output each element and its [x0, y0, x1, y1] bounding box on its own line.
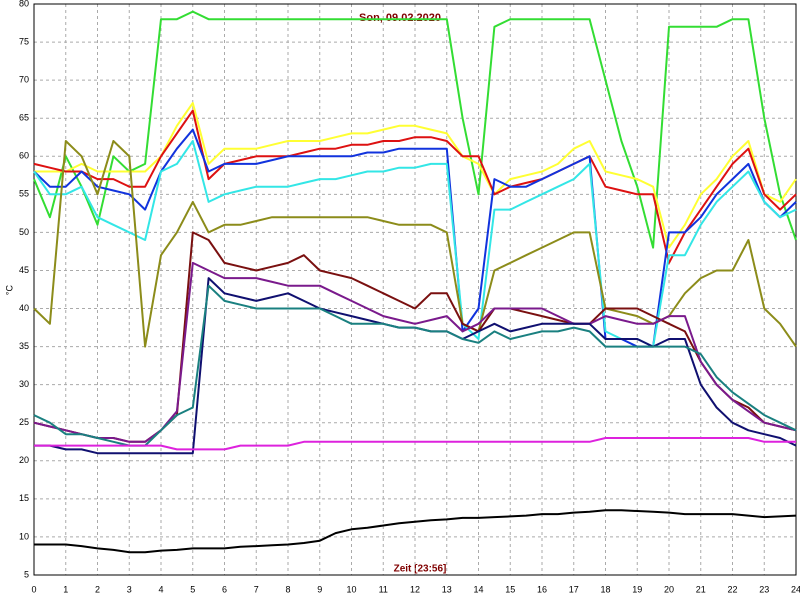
y-tick-label: 75 — [19, 36, 29, 46]
x-tick-label: 6 — [222, 584, 227, 594]
x-tick-label: 11 — [379, 584, 388, 594]
x-tick-label: 17 — [569, 584, 579, 594]
y-tick-label: 65 — [19, 113, 29, 123]
y-tick-label: 30 — [19, 379, 29, 389]
x-tick-label: 14 — [473, 584, 483, 594]
chart-title: Son, 09.02.2020 — [359, 12, 441, 24]
series-line — [34, 509, 797, 554]
x-tick-label: 9 — [317, 584, 322, 594]
x-tick-label: 2 — [95, 584, 100, 594]
x-tick-label: 3 — [127, 584, 132, 594]
y-axis-label: °C — [4, 284, 14, 295]
series-line — [33, 10, 797, 249]
x-tick-label: 24 — [791, 584, 800, 594]
series-line — [34, 437, 796, 451]
x-tick-label: 4 — [158, 584, 163, 594]
y-tick-label: 80 — [19, 0, 29, 8]
y-tick-label: 20 — [19, 455, 29, 465]
series-line — [33, 109, 797, 264]
x-tick-label: 8 — [285, 584, 290, 594]
y-tick-label: 25 — [19, 417, 29, 427]
y-tick-label: 35 — [19, 341, 29, 351]
x-tick-label: 23 — [759, 584, 769, 594]
series-line — [33, 284, 797, 447]
y-tick-label: 60 — [19, 151, 29, 161]
x-tick-label: 22 — [727, 584, 737, 594]
y-tick-label: 45 — [19, 265, 29, 275]
y-tick-label: 15 — [19, 493, 29, 503]
x-tick-label: 12 — [410, 584, 420, 594]
x-tick-label: 21 — [696, 584, 706, 594]
x-tick-label: 15 — [505, 584, 515, 594]
y-tick-label: 50 — [19, 227, 29, 237]
y-tick-label: 5 — [24, 569, 29, 579]
y-tick-label: 70 — [19, 75, 29, 85]
x-tick-label: 7 — [254, 584, 259, 594]
x-tick-label: 19 — [632, 584, 642, 594]
plot-border — [33, 3, 797, 576]
x-axis-label: Zeit [23:56] — [394, 564, 447, 575]
x-tick-label: 20 — [664, 584, 674, 594]
y-tick-label: 55 — [19, 189, 29, 199]
y-tick-label: 40 — [19, 303, 29, 313]
x-tick-label: 16 — [537, 584, 547, 594]
x-tick-label: 5 — [190, 584, 195, 594]
x-tick-label: 1 — [63, 584, 68, 594]
series-line — [33, 140, 797, 348]
x-tick-label: 0 — [31, 584, 36, 594]
x-tick-label: 10 — [346, 584, 356, 594]
x-tick-label: 18 — [600, 584, 610, 594]
x-tick-label: 13 — [442, 584, 452, 594]
y-tick-label: 10 — [19, 531, 29, 541]
